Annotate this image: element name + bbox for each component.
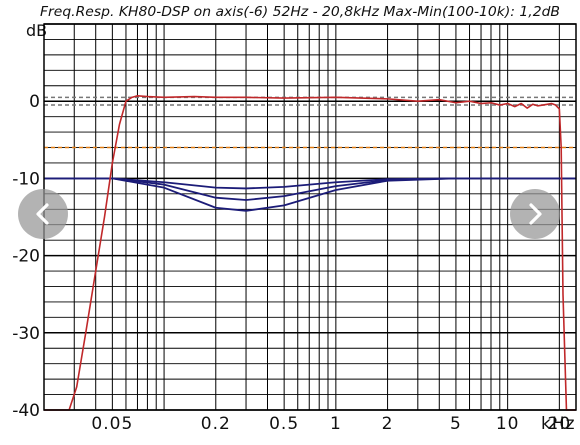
chevron-left-icon [36,203,49,225]
y-tick-label: -10 [12,169,40,189]
series-layer [44,95,576,411]
previous-image-button[interactable] [18,189,68,239]
x-tick-label: 0.5 [269,414,299,434]
y-axis-label: dB [26,21,47,40]
series-line [44,95,576,411]
y-tick-label: -40 [12,401,40,421]
y-tick-label: 0 [29,92,40,112]
x-tick-label: 1 [330,414,342,434]
chart-title: Freq.Resp. KH80-DSP on axis(-6) 52Hz - 2… [40,4,560,20]
y-tick-labels: 0 -10 -20 -30 -40 [12,92,40,421]
x-tick-label: 10 [496,414,520,434]
x-tick-label: 0.05 [91,414,133,434]
grid [44,23,576,411]
y-tick-label: -20 [12,247,40,267]
x-axis-unit-label: kHz [541,414,576,434]
x-tick-label: 20 [548,414,572,434]
y-tick-label: -30 [12,324,40,344]
series-line [44,177,576,190]
x-tick-labels: 0.05 0.2 0.5 1 2 5 10 20 [91,414,572,434]
x-tick-label: 0.2 [201,414,231,434]
x-tick-label: 2 [382,414,394,434]
chevron-right-icon [529,203,542,225]
next-image-button[interactable] [510,189,560,239]
x-tick-label: 5 [450,414,462,434]
